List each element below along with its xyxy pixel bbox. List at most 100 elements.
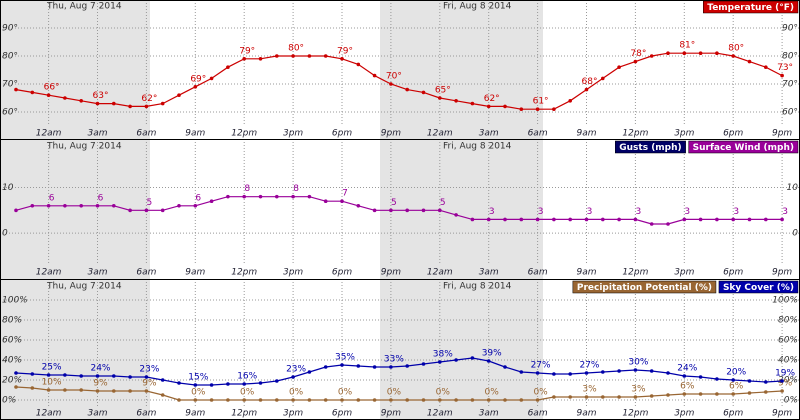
data-label: 24% xyxy=(677,364,697,374)
data-label: 3 xyxy=(684,207,690,217)
data-point xyxy=(144,389,149,393)
data-point xyxy=(340,363,344,367)
data-point xyxy=(209,383,214,387)
data-point xyxy=(764,380,768,384)
data-point xyxy=(747,59,752,64)
data-point xyxy=(258,398,263,402)
data-point xyxy=(698,51,703,55)
date-label: Thu, Aug 7 2014 xyxy=(46,142,122,152)
night-shade xyxy=(380,0,543,139)
x-tick-label: 12am xyxy=(427,268,453,278)
data-label: 73° xyxy=(777,63,793,73)
x-tick-label: 9pm xyxy=(772,129,792,139)
data-point xyxy=(764,65,768,69)
data-point xyxy=(405,364,410,368)
data-label: 61° xyxy=(533,97,549,107)
data-label: 80° xyxy=(728,44,744,54)
data-point xyxy=(633,395,638,399)
x-tick-label: 9pm xyxy=(381,129,401,139)
data-point xyxy=(63,203,67,208)
data-point xyxy=(405,398,410,402)
data-point xyxy=(764,217,768,222)
data-label: 5 xyxy=(440,198,446,208)
data-point xyxy=(405,87,410,92)
data-label: 0% xyxy=(191,388,206,398)
series-line xyxy=(15,196,783,225)
data-point xyxy=(666,222,670,226)
data-point xyxy=(30,90,35,95)
data-point xyxy=(649,369,654,373)
data-point xyxy=(780,379,784,383)
data-point xyxy=(258,194,263,199)
data-point xyxy=(160,208,165,213)
data-point xyxy=(112,203,116,208)
data-point xyxy=(535,217,540,222)
data-point xyxy=(46,388,51,392)
data-label: 3 xyxy=(733,207,739,217)
data-point xyxy=(323,54,328,58)
data-point xyxy=(177,203,181,208)
data-point xyxy=(584,217,589,222)
x-tick-label: 6am xyxy=(136,409,156,419)
x-tick-label: 12am xyxy=(36,129,62,139)
x-tick-label: 12pm xyxy=(622,129,648,139)
data-point xyxy=(95,389,100,393)
data-point xyxy=(177,93,181,97)
data-label: 30% xyxy=(628,358,648,368)
data-point xyxy=(14,371,18,375)
data-point xyxy=(519,398,524,402)
x-tick-label: 12pm xyxy=(622,409,648,419)
night-shade xyxy=(0,0,150,139)
data-point xyxy=(177,381,181,385)
data-point xyxy=(568,372,572,376)
data-point xyxy=(372,73,377,78)
data-point xyxy=(46,93,51,97)
data-label: 25% xyxy=(42,363,62,373)
data-point xyxy=(666,51,670,55)
data-point xyxy=(552,107,556,111)
x-tick-label: 3pm xyxy=(674,409,694,419)
data-point xyxy=(535,398,540,402)
y-tick-label: 40% xyxy=(2,356,22,366)
y-tick-label: 20% xyxy=(778,376,798,386)
y-tick-label: 60° xyxy=(2,108,18,118)
data-label: 6 xyxy=(49,193,55,203)
data-point xyxy=(112,101,116,106)
data-point xyxy=(421,362,426,366)
data-point xyxy=(568,395,572,399)
data-point xyxy=(340,57,344,61)
legend-box xyxy=(688,140,799,154)
data-label: 66° xyxy=(44,83,60,93)
x-tick-label: 9pm xyxy=(772,268,792,278)
data-point xyxy=(682,51,687,55)
series-line xyxy=(15,52,783,110)
data-point xyxy=(405,208,410,213)
data-point xyxy=(112,374,116,378)
x-tick-label: 6am xyxy=(136,268,156,278)
data-label: 79° xyxy=(337,46,353,56)
data-point xyxy=(14,87,18,92)
y-tick-label: 100% xyxy=(2,296,28,306)
data-point xyxy=(144,208,149,213)
data-point xyxy=(715,377,719,381)
x-tick-label: 6pm xyxy=(723,268,743,278)
data-point xyxy=(112,389,116,393)
data-point xyxy=(356,203,361,208)
data-point xyxy=(177,398,181,402)
data-point xyxy=(356,62,361,67)
data-label: 79° xyxy=(239,46,255,56)
data-point xyxy=(666,393,670,397)
data-point xyxy=(519,370,524,374)
data-point xyxy=(209,199,214,204)
x-tick-label: 3pm xyxy=(674,129,694,139)
data-label: 20% xyxy=(726,368,746,378)
date-label: Thu, Aug 7 2014 xyxy=(46,2,122,12)
data-point xyxy=(421,90,426,95)
date-label: Fri, Aug 8 2014 xyxy=(443,142,512,152)
data-label: 0% xyxy=(436,388,451,398)
y-tick-label: 80° xyxy=(2,52,18,62)
data-point xyxy=(601,395,605,399)
data-point xyxy=(209,76,214,81)
data-point xyxy=(780,217,784,222)
y-tick-label: 80% xyxy=(2,316,22,326)
